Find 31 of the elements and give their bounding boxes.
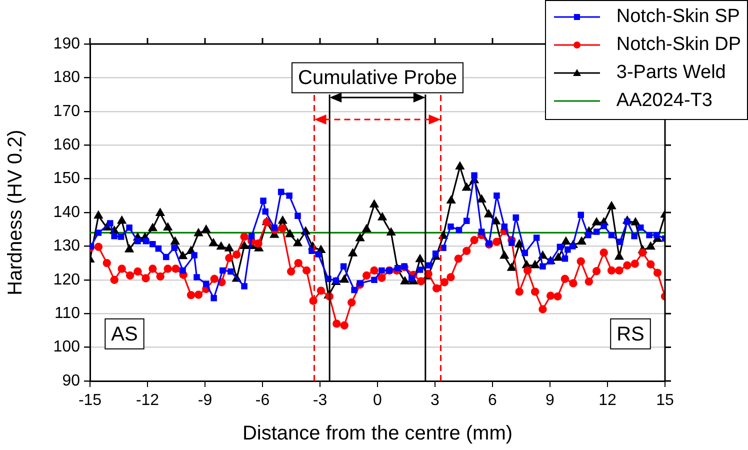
annotation: AS [111,323,138,346]
y-tick-label: 180 [53,69,80,86]
y-tick-label: 110 [54,305,80,322]
x-axis-title: Distance from the centre (mm) [242,422,513,445]
x-tick-label: -3 [312,392,328,410]
y-tick-label: 150 [53,170,80,188]
x-tick-label: 15 [656,392,674,410]
y-tick-label: 130 [53,238,80,255]
x-tick-label: -12 [136,392,160,410]
legend-label: Notch-Skin SP [616,5,740,29]
x-tick-label: -6 [255,392,270,410]
legend-label: Notch-Skin DP [616,33,741,57]
y-tick-label: 140 [53,204,80,221]
y-tick-label: 90 [62,372,80,390]
x-tick-label: 12 [598,392,616,410]
y-axis-title: Hardness (HV 0.2) [4,130,27,296]
legend-label: 3-Parts Weld [616,61,726,85]
x-tick-label: 9 [546,392,555,410]
x-tick-label: -15 [78,392,102,410]
y-tick-label: 160 [53,136,80,154]
x-tick-label: -9 [198,392,212,410]
annotation: RS [616,323,644,346]
y-tick-label: 170 [53,102,80,120]
y-tick-label: 190 [53,35,80,52]
y-tick-label: 120 [53,271,80,288]
x-tick-label: 3 [430,392,440,410]
x-tick-label: 0 [373,392,382,410]
legend-label: AA2024-T3 [616,89,713,113]
x-tick-label: 6 [488,392,498,410]
y-tick-label: 100 [53,338,80,356]
annotation: Cumulative Probe [298,67,457,90]
